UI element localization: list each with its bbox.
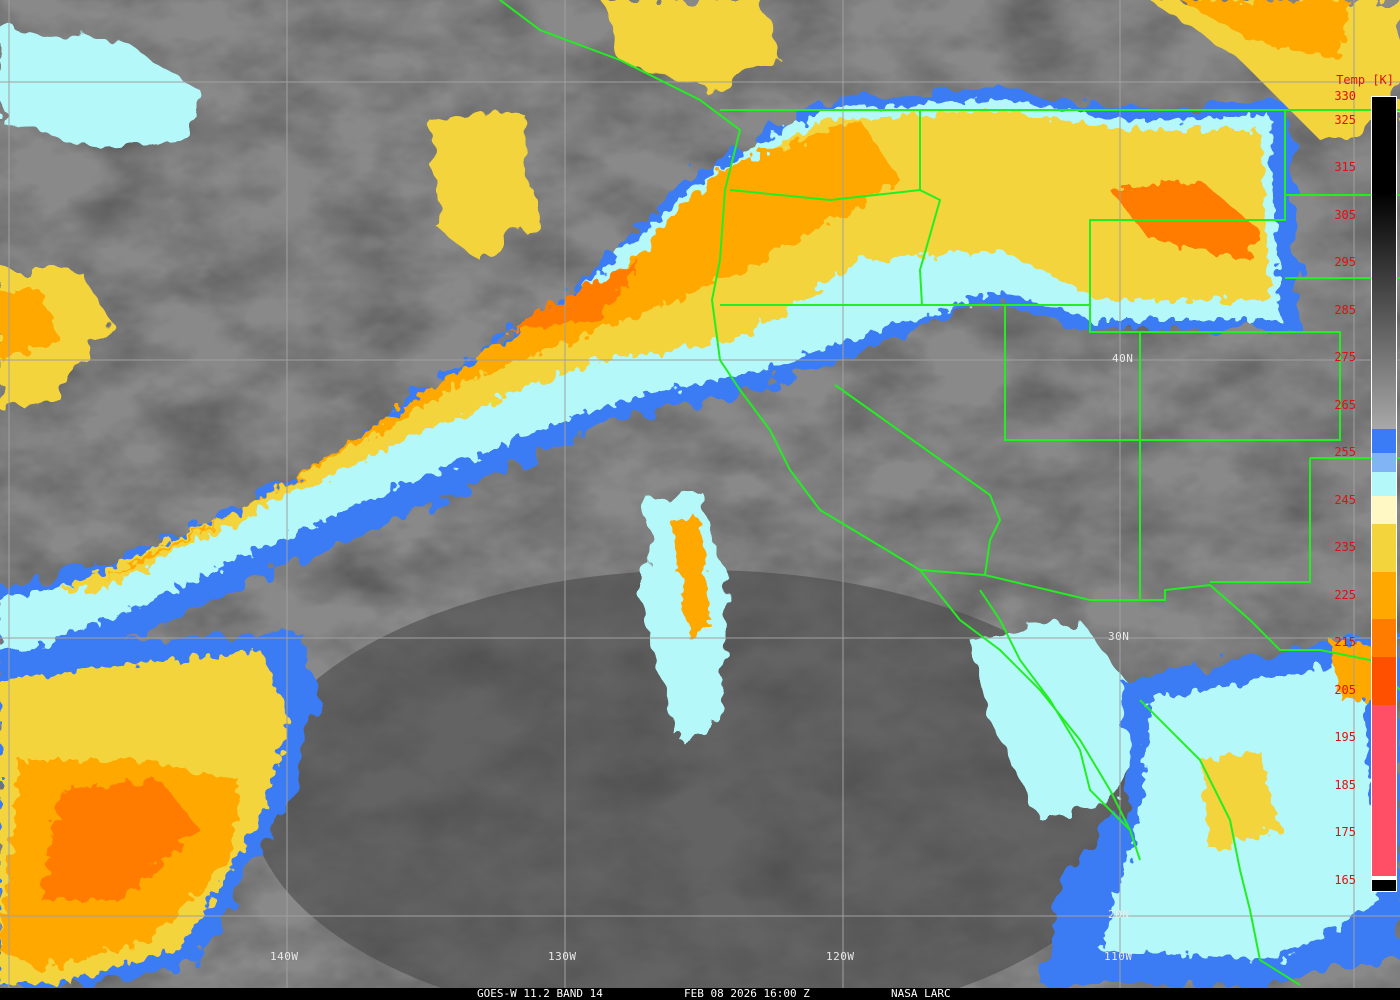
colorbar-tick-label: 315 [1334, 160, 1356, 175]
lat-label: 20N [1108, 908, 1130, 921]
cloud-region [510, 260, 640, 330]
cloud-region [100, 120, 900, 580]
colorbar-tick-label: 195 [1334, 730, 1356, 745]
colorbar-tick-label: 285 [1334, 302, 1356, 317]
us-mexico-border [919, 569, 1400, 691]
cloud-region [640, 490, 730, 740]
baja-coastline [979, 589, 1131, 831]
cloud-region [60, 110, 1270, 590]
colorbar-tick-label: 205 [1334, 682, 1356, 697]
colorbar-segment [1372, 191, 1396, 430]
colorbar-segment [1372, 429, 1396, 454]
ca-nv-border [834, 384, 1002, 576]
colorbar-segment [1372, 657, 1396, 705]
lon-label: 120W [826, 950, 855, 963]
colorbar-title: Temp [K] [1336, 73, 1394, 87]
colorbar-tick-label: 165 [1334, 872, 1356, 887]
caption-source: NASA LARC [891, 987, 951, 1000]
state-borders-a [1004, 110, 1341, 441]
cloud-region [670, 520, 710, 640]
cloud-region [600, 0, 780, 90]
lon-label: 140W [270, 950, 299, 963]
cloud-region [0, 30, 200, 150]
colorbar-tick-label: 215 [1334, 635, 1356, 650]
temperature-colorbar [1371, 96, 1397, 892]
colorbar-tick-label: 305 [1334, 207, 1356, 222]
wa-or-border [729, 189, 921, 202]
colorbar-tick-label: 245 [1334, 492, 1356, 507]
mexico-west-coast [1139, 699, 1301, 986]
colorbar-tick-label: 330 [1334, 89, 1356, 103]
colorbar-segment [1372, 619, 1396, 658]
colorbar-segment [1372, 97, 1396, 192]
lon-label: 110W [1104, 950, 1133, 963]
colorbar-segment [1372, 524, 1396, 572]
colorbar-tick-label: 175 [1334, 825, 1356, 840]
lon-label: 130W [548, 950, 577, 963]
cloud-region [40, 780, 200, 900]
colorbar-segment [1372, 453, 1396, 473]
colorbar-segment [1372, 875, 1396, 881]
colorbar-segment [1372, 495, 1396, 525]
colorbar-tick-label: 265 [1334, 397, 1356, 412]
nm-tx-border [1210, 458, 1311, 583]
id-border [918, 110, 942, 306]
cloud-region [1200, 750, 1280, 850]
caption-bar: GOES-W 11.2 BAND 14 FEB 08 2026 16:00 Z … [0, 988, 1400, 1000]
cloud-region [0, 290, 60, 360]
lat-label: 30N [1108, 630, 1130, 643]
colorbar-tick-label: 185 [1334, 777, 1356, 792]
caption-satellite: GOES-W 11.2 BAND 14 [477, 987, 603, 1000]
colorbar-tick-label: 235 [1334, 540, 1356, 555]
colorbar-segment [1372, 704, 1396, 876]
cloud-region [430, 110, 540, 260]
colorbar-tick-label: 295 [1334, 255, 1356, 270]
colorbar-segment [1372, 571, 1396, 620]
lat-label: 40N [1112, 352, 1134, 365]
colorbar-segment [1372, 880, 1396, 891]
colorbar-tick-label: 225 [1334, 587, 1356, 602]
caption-datetime: FEB 08 2026 16:00 Z [684, 987, 810, 1000]
colorbar-segment [1372, 472, 1396, 496]
colorbar-tick-label: 255 [1334, 445, 1356, 460]
colorbar-tick-label: 325 [1334, 112, 1356, 127]
colorbar-tick-label: 275 [1334, 350, 1356, 365]
cloud-region [1180, 0, 1350, 60]
